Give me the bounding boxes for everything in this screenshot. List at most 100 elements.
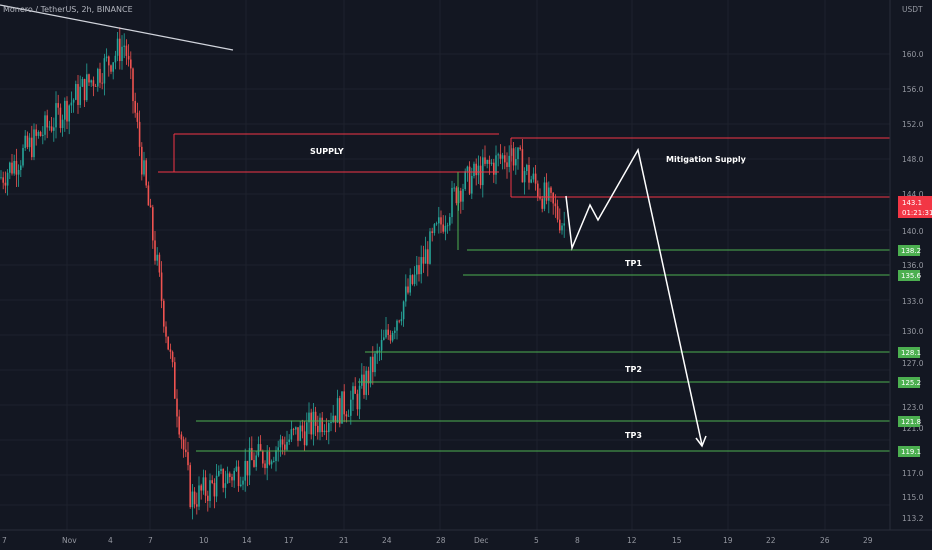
y-tick: 148.0 — [902, 155, 924, 164]
x-tick: 7 — [2, 536, 7, 545]
candle-up — [433, 224, 436, 233]
candle-up — [248, 448, 251, 476]
candle-down — [411, 275, 414, 284]
candle-up — [273, 460, 275, 462]
candle-up — [358, 385, 361, 410]
candle-up — [341, 391, 343, 424]
candle-down — [187, 452, 189, 466]
candle-up — [330, 421, 332, 424]
candle-down — [499, 154, 502, 159]
candle-up — [244, 460, 246, 481]
candle-up — [257, 444, 260, 456]
candle-up — [457, 190, 460, 204]
candle-up — [277, 447, 279, 451]
candle-down — [372, 356, 374, 373]
candle-down — [356, 393, 359, 410]
candle-up — [105, 56, 108, 59]
candle-up — [424, 249, 427, 264]
candle-up — [394, 330, 396, 333]
candle-down — [174, 362, 176, 399]
candle-up — [308, 412, 310, 423]
price-badges: 143.1 01:21:31 138.2 135.6 128.1 125.2 1… — [898, 196, 932, 457]
candle-up — [22, 147, 24, 166]
candle-up — [361, 374, 363, 386]
candle-down — [310, 412, 312, 435]
candle-up — [44, 115, 46, 135]
candle-down — [108, 56, 110, 66]
tp1-upper-value: 138.2 — [901, 247, 921, 255]
candle-up — [517, 147, 519, 160]
x-tick: 26 — [820, 536, 830, 545]
candle-down — [389, 335, 392, 341]
candle-down — [512, 148, 515, 166]
candle-down — [334, 415, 337, 423]
candle-down — [321, 417, 323, 433]
candle-up — [323, 430, 326, 433]
x-tick: 8 — [575, 536, 580, 545]
candle-down — [94, 86, 97, 87]
candle-up — [42, 134, 44, 136]
candle-up — [6, 172, 9, 186]
candle-up — [347, 415, 350, 417]
candle-down — [134, 101, 136, 113]
candle-up — [233, 470, 235, 481]
candle-down — [554, 203, 557, 207]
candle-up — [275, 450, 277, 461]
current-price-value: 143.1 — [902, 199, 922, 207]
candle-up — [299, 425, 301, 441]
candle-up — [112, 62, 114, 72]
candle-down — [407, 286, 409, 293]
candle-down — [345, 414, 348, 417]
candle-up — [13, 160, 15, 174]
candle-up — [288, 439, 290, 442]
candle-up — [266, 451, 268, 469]
candle-down — [398, 320, 400, 322]
candle-up — [391, 332, 394, 341]
candle-down — [301, 425, 304, 432]
candle-down — [237, 466, 240, 487]
candle-down — [281, 439, 284, 445]
candle-up — [413, 274, 416, 284]
candle-down — [442, 224, 444, 232]
candle-up — [429, 231, 431, 264]
x-axis-ticks[interactable]: 7 Nov 4 7 10 14 17 21 24 28 Dec 5 8 12 1… — [2, 536, 873, 545]
candle-up — [563, 223, 565, 226]
candle-up — [471, 175, 473, 194]
y-tick: 136.0 — [902, 261, 924, 270]
candle-up — [215, 475, 218, 497]
candle-up — [526, 164, 528, 171]
candle-up — [416, 265, 418, 275]
candle-up — [369, 356, 372, 384]
candle-down — [77, 84, 79, 105]
currency-label: USDT — [902, 5, 923, 14]
candle-down — [207, 495, 209, 502]
candle-up — [202, 477, 205, 491]
x-tick: 24 — [382, 536, 392, 545]
candle-up — [378, 350, 381, 352]
candle-up — [409, 275, 411, 293]
tp3-upper-value: 121.8 — [901, 418, 921, 426]
candle-up — [486, 159, 488, 164]
candle-up — [9, 162, 11, 173]
x-tick: 5 — [534, 536, 539, 545]
candle-down — [35, 129, 37, 136]
candle-up — [464, 171, 466, 190]
arrow-head-icon — [695, 435, 707, 448]
candle-down — [303, 431, 306, 446]
candle-up — [530, 179, 532, 183]
y-tick: 127.0 — [902, 359, 924, 368]
mitigation-supply-zone — [510, 137, 890, 198]
candle-down — [165, 326, 167, 337]
candle-up — [97, 68, 99, 87]
candle-up — [352, 386, 354, 400]
candle-down — [2, 177, 4, 183]
candle-down — [229, 473, 231, 477]
candle-down — [193, 491, 196, 505]
candle-up — [420, 257, 422, 275]
candle-up — [508, 155, 510, 167]
candle-up — [81, 78, 84, 87]
candle-down — [182, 439, 185, 450]
candle-up — [532, 173, 535, 180]
y-tick: 160.0 — [902, 50, 924, 59]
